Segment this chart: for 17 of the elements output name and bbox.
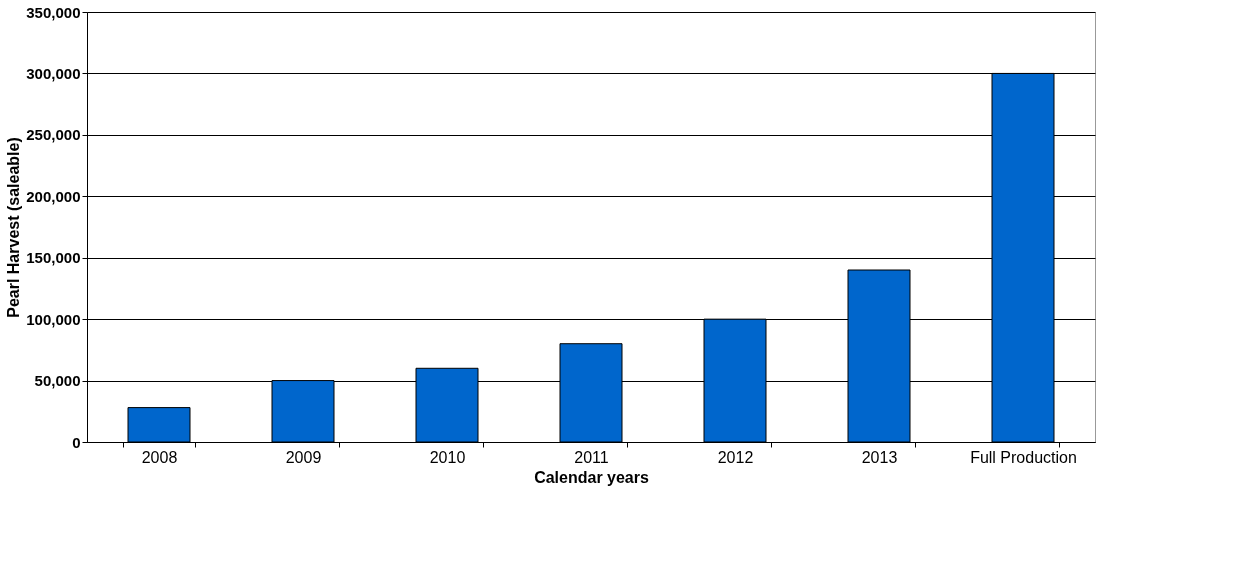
y-tick-label: 100,000 <box>26 310 81 328</box>
y-tick-label: 250,000 <box>26 126 81 144</box>
x-tick-label: 2011 <box>574 448 609 466</box>
x-tick-label: 2013 <box>861 448 898 466</box>
y-tick-label: 350,000 <box>26 3 81 21</box>
x-tick-label: Full Production <box>970 448 1077 466</box>
y-axis-title: Pearl Harvest (saleable) <box>5 137 23 318</box>
x-tick-label: 2008 <box>141 448 178 466</box>
x-tick-label: 2009 <box>285 448 322 466</box>
x-tick-label: 2012 <box>717 448 754 466</box>
y-tick-label: 300,000 <box>26 64 81 82</box>
y-tick-label: 200,000 <box>26 187 81 205</box>
x-axis-title: Calendar years <box>534 468 649 486</box>
y-tick-label: 150,000 <box>26 249 81 267</box>
x-tick-label: 2010 <box>429 448 466 466</box>
y-tick-label: 50,000 <box>34 372 81 390</box>
y-tick-label: 0 <box>72 433 81 451</box>
